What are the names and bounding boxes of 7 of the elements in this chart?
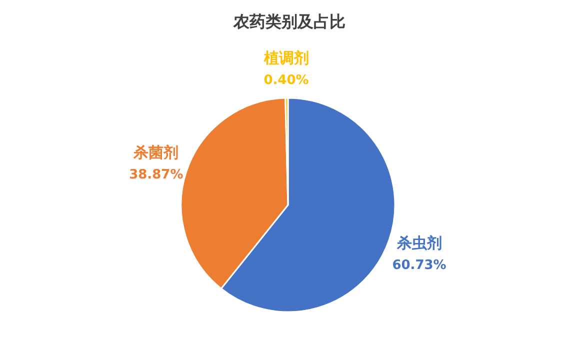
chart-title: 农药类别及占比 xyxy=(232,12,346,31)
data-label: 60.73% xyxy=(392,258,446,274)
data-label: 0.40% xyxy=(264,72,309,88)
slice-label: 杀菌剂 xyxy=(132,144,179,162)
slice-label: 杀虫剂 xyxy=(396,234,442,252)
slice-label: 植调剂 xyxy=(262,48,309,67)
data-label: 38.87% xyxy=(129,168,184,183)
